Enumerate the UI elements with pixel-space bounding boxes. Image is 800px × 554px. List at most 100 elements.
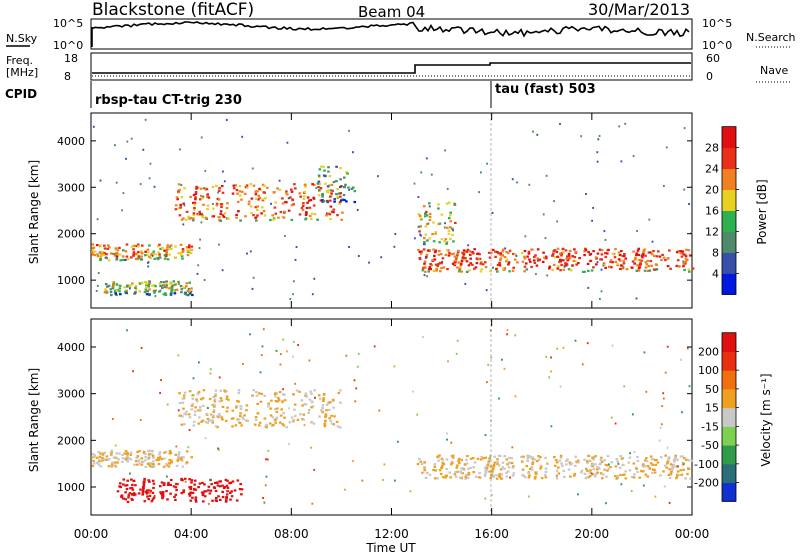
range-gate-cell <box>114 461 117 464</box>
range-gate-cell <box>179 148 181 151</box>
range-gate-cell <box>525 262 528 265</box>
range-gate-cell <box>321 195 324 198</box>
range-gate-cell <box>662 392 665 395</box>
range-gate-cell <box>347 186 350 189</box>
range-gate-cell <box>153 185 156 188</box>
range-gate-cell <box>529 260 532 263</box>
range-gate-cell <box>495 268 498 271</box>
range-gate-cell <box>515 254 518 257</box>
range-gate-cell <box>217 198 221 201</box>
range-gate-cell <box>467 244 470 247</box>
range-gate-cell <box>594 256 598 259</box>
range-gate-cell <box>544 456 547 460</box>
range-gate-cell <box>441 476 445 479</box>
range-gate-cell <box>331 398 335 401</box>
range-gate-cell <box>289 196 292 199</box>
range-gate-cell <box>637 266 641 269</box>
range-gate-cell <box>592 456 596 459</box>
range-gate-cell <box>521 474 524 477</box>
range-gate-cell <box>247 203 251 206</box>
colorbar-tick-label: 200 <box>698 345 719 358</box>
range-gate-cell <box>492 266 494 269</box>
range-gate-cell <box>495 474 498 477</box>
range-gate-cell <box>553 464 557 467</box>
range-gate-cell <box>664 371 667 374</box>
range-gate-cell <box>419 225 422 228</box>
range-gate-cell <box>249 250 252 253</box>
range-gate-cell <box>201 404 205 407</box>
range-gate-cell <box>628 456 632 459</box>
range-gate-cell <box>373 345 376 348</box>
range-gate-cell <box>242 362 244 365</box>
range-gate-cell <box>185 285 188 288</box>
range-gate-cell <box>511 269 515 272</box>
range-gate-cell <box>339 192 342 195</box>
range-gate-cell <box>594 472 598 475</box>
x-tick-label: 20:00 <box>575 527 610 541</box>
range-gate-cell <box>274 395 277 398</box>
range-gate-cell <box>180 196 184 199</box>
range-gate-cell <box>91 464 94 468</box>
range-gate-cell <box>635 467 638 470</box>
range-gate-cell <box>607 248 610 251</box>
range-gate-cell <box>448 201 451 204</box>
range-gate-cell <box>684 260 687 263</box>
power-ylabel: Slant Range [km] <box>27 160 41 264</box>
freq-unit-label: [MHz] <box>6 66 38 79</box>
range-gate-cell <box>304 213 308 216</box>
range-gate-cell <box>541 260 545 263</box>
range-gate-cell <box>552 252 555 255</box>
range-gate-cell <box>685 248 688 251</box>
range-gate-cell <box>219 397 223 400</box>
range-gate-cell <box>138 462 142 465</box>
range-gate-cell <box>116 490 120 493</box>
range-gate-cell <box>488 470 491 473</box>
range-gate-cell <box>643 269 647 272</box>
colorbar-tick-label: 100 <box>698 364 719 377</box>
range-gate-cell <box>158 243 161 246</box>
cpid-program-2: tau (fast) 503 <box>495 82 596 97</box>
colorbar-tick-label: -200 <box>694 477 719 490</box>
range-gate-cell <box>110 294 113 297</box>
range-gate-cell <box>350 187 354 190</box>
range-gate-cell <box>127 494 131 497</box>
range-gate-cell <box>425 253 429 256</box>
range-gate-cell <box>313 277 316 280</box>
range-gate-cell <box>617 462 620 465</box>
range-gate-cell <box>691 267 695 270</box>
range-gate-cell <box>528 474 531 477</box>
range-gate-cell <box>212 215 216 218</box>
range-gate-cell <box>104 283 108 286</box>
range-gate-cell <box>467 473 471 476</box>
range-gate-cell <box>151 454 155 458</box>
range-gate-cell <box>197 422 200 425</box>
range-gate-cell <box>467 467 470 470</box>
range-gate-cell <box>227 398 230 401</box>
range-gate-cell <box>332 208 336 211</box>
range-gate-cell <box>221 484 224 487</box>
range-gate-cell <box>221 269 224 272</box>
range-gate-cell <box>282 338 285 341</box>
range-gate-cell <box>555 461 559 464</box>
range-gate-cell <box>316 218 319 221</box>
range-gate-cell <box>255 197 258 201</box>
range-gate-cell <box>130 137 133 140</box>
range-gate-cell <box>344 488 346 491</box>
range-gate-cell <box>434 469 437 472</box>
range-gate-cell <box>317 186 320 189</box>
range-gate-cell <box>185 293 188 296</box>
range-gate-cell <box>423 215 427 218</box>
range-gate-cell <box>125 157 127 160</box>
range-gate-cell <box>453 473 457 476</box>
range-gate-cell <box>239 407 243 411</box>
range-gate-cell <box>182 202 185 205</box>
range-gate-cell <box>654 463 658 466</box>
range-gate-cell <box>249 183 253 186</box>
range-gate-cell <box>619 267 622 271</box>
range-gate-cell <box>497 464 501 467</box>
range-gate-cell <box>189 289 192 292</box>
range-gate-cell <box>394 233 397 235</box>
range-gate-cell <box>118 485 121 488</box>
range-gate-cell <box>96 284 99 287</box>
range-gate-cell <box>638 476 641 479</box>
